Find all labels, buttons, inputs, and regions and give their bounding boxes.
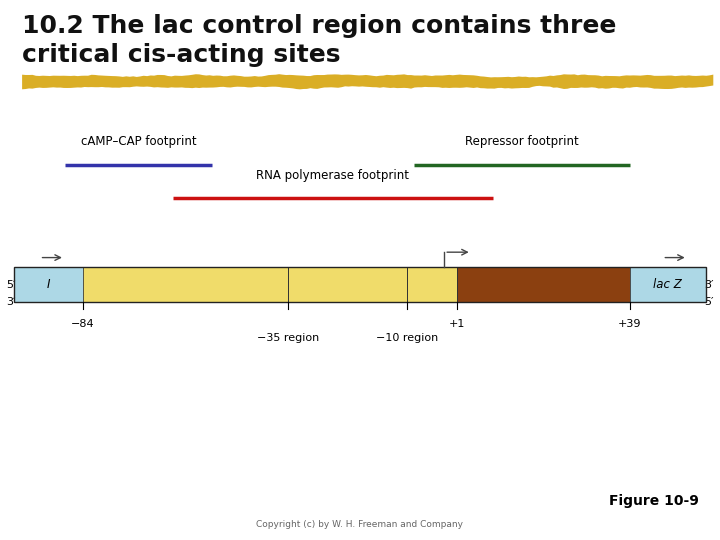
Text: −35 region: −35 region <box>257 333 319 343</box>
Bar <box>14 267 706 302</box>
Text: I: I <box>47 278 50 292</box>
Text: 5′: 5′ <box>6 280 16 290</box>
Text: 3′: 3′ <box>704 280 714 290</box>
Text: RNA polymerase footprint: RNA polymerase footprint <box>256 169 410 182</box>
Text: lac Z: lac Z <box>654 278 682 292</box>
Bar <box>407 267 457 302</box>
Text: −10 region: −10 region <box>376 333 438 343</box>
Bar <box>630 267 706 302</box>
Text: −84: −84 <box>71 319 94 329</box>
Text: +1: +1 <box>449 319 465 329</box>
Text: Repressor footprint: Repressor footprint <box>465 136 579 148</box>
Text: cAMP–CAP footprint: cAMP–CAP footprint <box>81 136 197 148</box>
Text: 10.2 The lac control region contains three
critical cis-acting sites: 10.2 The lac control region contains thr… <box>22 14 616 67</box>
Bar <box>457 267 630 302</box>
Bar <box>288 267 407 302</box>
Bar <box>83 267 288 302</box>
Text: 3′: 3′ <box>6 298 16 307</box>
Bar <box>14 267 83 302</box>
Text: Figure 10-9: Figure 10-9 <box>608 494 698 508</box>
Text: Copyright (c) by W. H. Freeman and Company: Copyright (c) by W. H. Freeman and Compa… <box>256 520 464 529</box>
Text: 5′: 5′ <box>704 298 714 307</box>
Text: +39: +39 <box>618 319 642 329</box>
